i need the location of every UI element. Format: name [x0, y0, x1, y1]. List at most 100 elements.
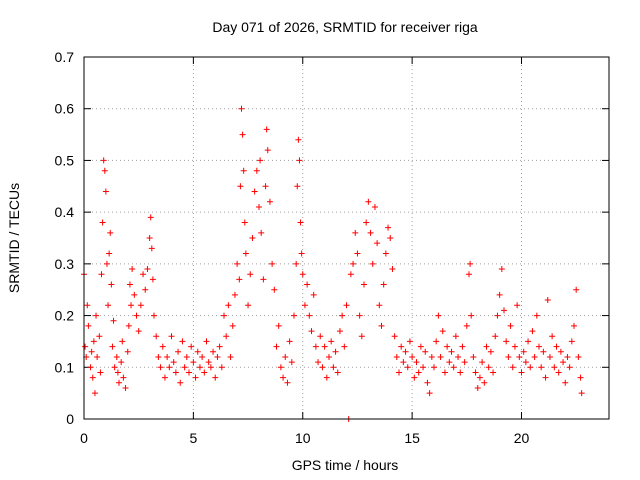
data-point	[210, 348, 217, 355]
data-point	[450, 364, 457, 371]
data-point	[183, 353, 190, 360]
data-point	[507, 322, 514, 329]
data-point	[317, 333, 324, 340]
data-point	[188, 343, 195, 350]
data-point	[350, 260, 357, 267]
data-point	[142, 286, 149, 293]
data-point	[159, 343, 166, 350]
data-point	[119, 338, 126, 345]
data-point	[101, 167, 108, 174]
data-point	[562, 379, 569, 386]
data-point	[420, 364, 427, 371]
data-point	[385, 224, 392, 231]
data-point	[472, 369, 479, 376]
data-point	[212, 374, 219, 381]
data-point	[466, 271, 472, 278]
data-point	[498, 266, 505, 273]
data-point	[402, 348, 409, 355]
data-point	[505, 353, 512, 360]
data-point	[501, 307, 507, 314]
data-point	[479, 359, 486, 366]
data-point	[321, 343, 328, 350]
data-point	[568, 338, 575, 345]
data-point	[93, 312, 100, 319]
data-point	[323, 374, 330, 381]
data-point	[400, 359, 407, 366]
data-point	[404, 364, 411, 371]
data-point	[306, 312, 313, 319]
data-point	[113, 353, 120, 360]
data-point	[341, 343, 348, 350]
data-point	[124, 348, 131, 355]
data-point	[126, 281, 133, 288]
data-point	[266, 198, 273, 205]
data-point	[286, 338, 293, 345]
data-point	[133, 312, 140, 319]
data-point	[294, 183, 301, 190]
data-point	[319, 364, 326, 371]
data-point	[398, 343, 405, 350]
data-point	[503, 338, 510, 345]
data-point	[494, 312, 501, 319]
chart-title: Day 071 of 2026, SRMTID for receiver rig…	[212, 19, 478, 35]
data-point	[354, 250, 361, 257]
data-points	[81, 105, 585, 422]
data-point	[166, 364, 173, 371]
data-point	[334, 369, 341, 376]
data-point	[509, 364, 516, 371]
data-point	[560, 359, 567, 366]
data-point	[312, 343, 319, 350]
data-point	[557, 348, 564, 355]
data-point	[114, 369, 121, 376]
data-point	[566, 364, 573, 371]
data-point	[296, 157, 303, 164]
data-point	[94, 353, 101, 360]
data-point	[308, 328, 315, 335]
data-point	[140, 271, 147, 278]
data-point	[378, 322, 385, 329]
data-point	[522, 359, 529, 366]
data-point	[175, 348, 182, 355]
data-point	[280, 374, 287, 381]
data-point	[107, 229, 114, 236]
data-point	[444, 343, 451, 350]
data-point	[393, 353, 400, 360]
x-tick-label: 15	[404, 430, 420, 446]
data-point	[179, 338, 186, 345]
data-point	[496, 291, 503, 298]
data-point	[448, 348, 455, 355]
y-tick-label: 0.6	[55, 101, 75, 117]
data-point	[91, 390, 98, 397]
data-point	[527, 364, 534, 371]
data-point	[227, 353, 234, 360]
data-point	[146, 235, 153, 241]
data-point	[406, 338, 413, 345]
data-point	[356, 312, 363, 319]
data-point	[271, 286, 278, 293]
data-point	[240, 167, 247, 174]
data-point	[330, 364, 337, 371]
data-point	[536, 343, 542, 350]
data-point	[153, 333, 160, 340]
data-point	[457, 369, 464, 376]
x-tick-label: 20	[514, 430, 530, 446]
data-point	[347, 271, 354, 278]
data-point	[229, 322, 236, 329]
data-point	[88, 348, 95, 355]
data-point	[256, 203, 262, 210]
data-point	[433, 338, 440, 345]
data-point	[426, 390, 433, 397]
data-point	[301, 302, 308, 309]
y-tick-label: 0.5	[55, 152, 75, 168]
data-point	[157, 364, 164, 371]
data-point	[214, 353, 221, 360]
data-point	[221, 312, 227, 319]
data-point	[128, 302, 135, 309]
data-point	[468, 312, 475, 319]
data-point	[533, 312, 540, 319]
data-point	[118, 359, 125, 366]
data-point	[511, 343, 518, 350]
data-point	[186, 369, 192, 376]
y-tick-label: 0.2	[55, 308, 75, 324]
